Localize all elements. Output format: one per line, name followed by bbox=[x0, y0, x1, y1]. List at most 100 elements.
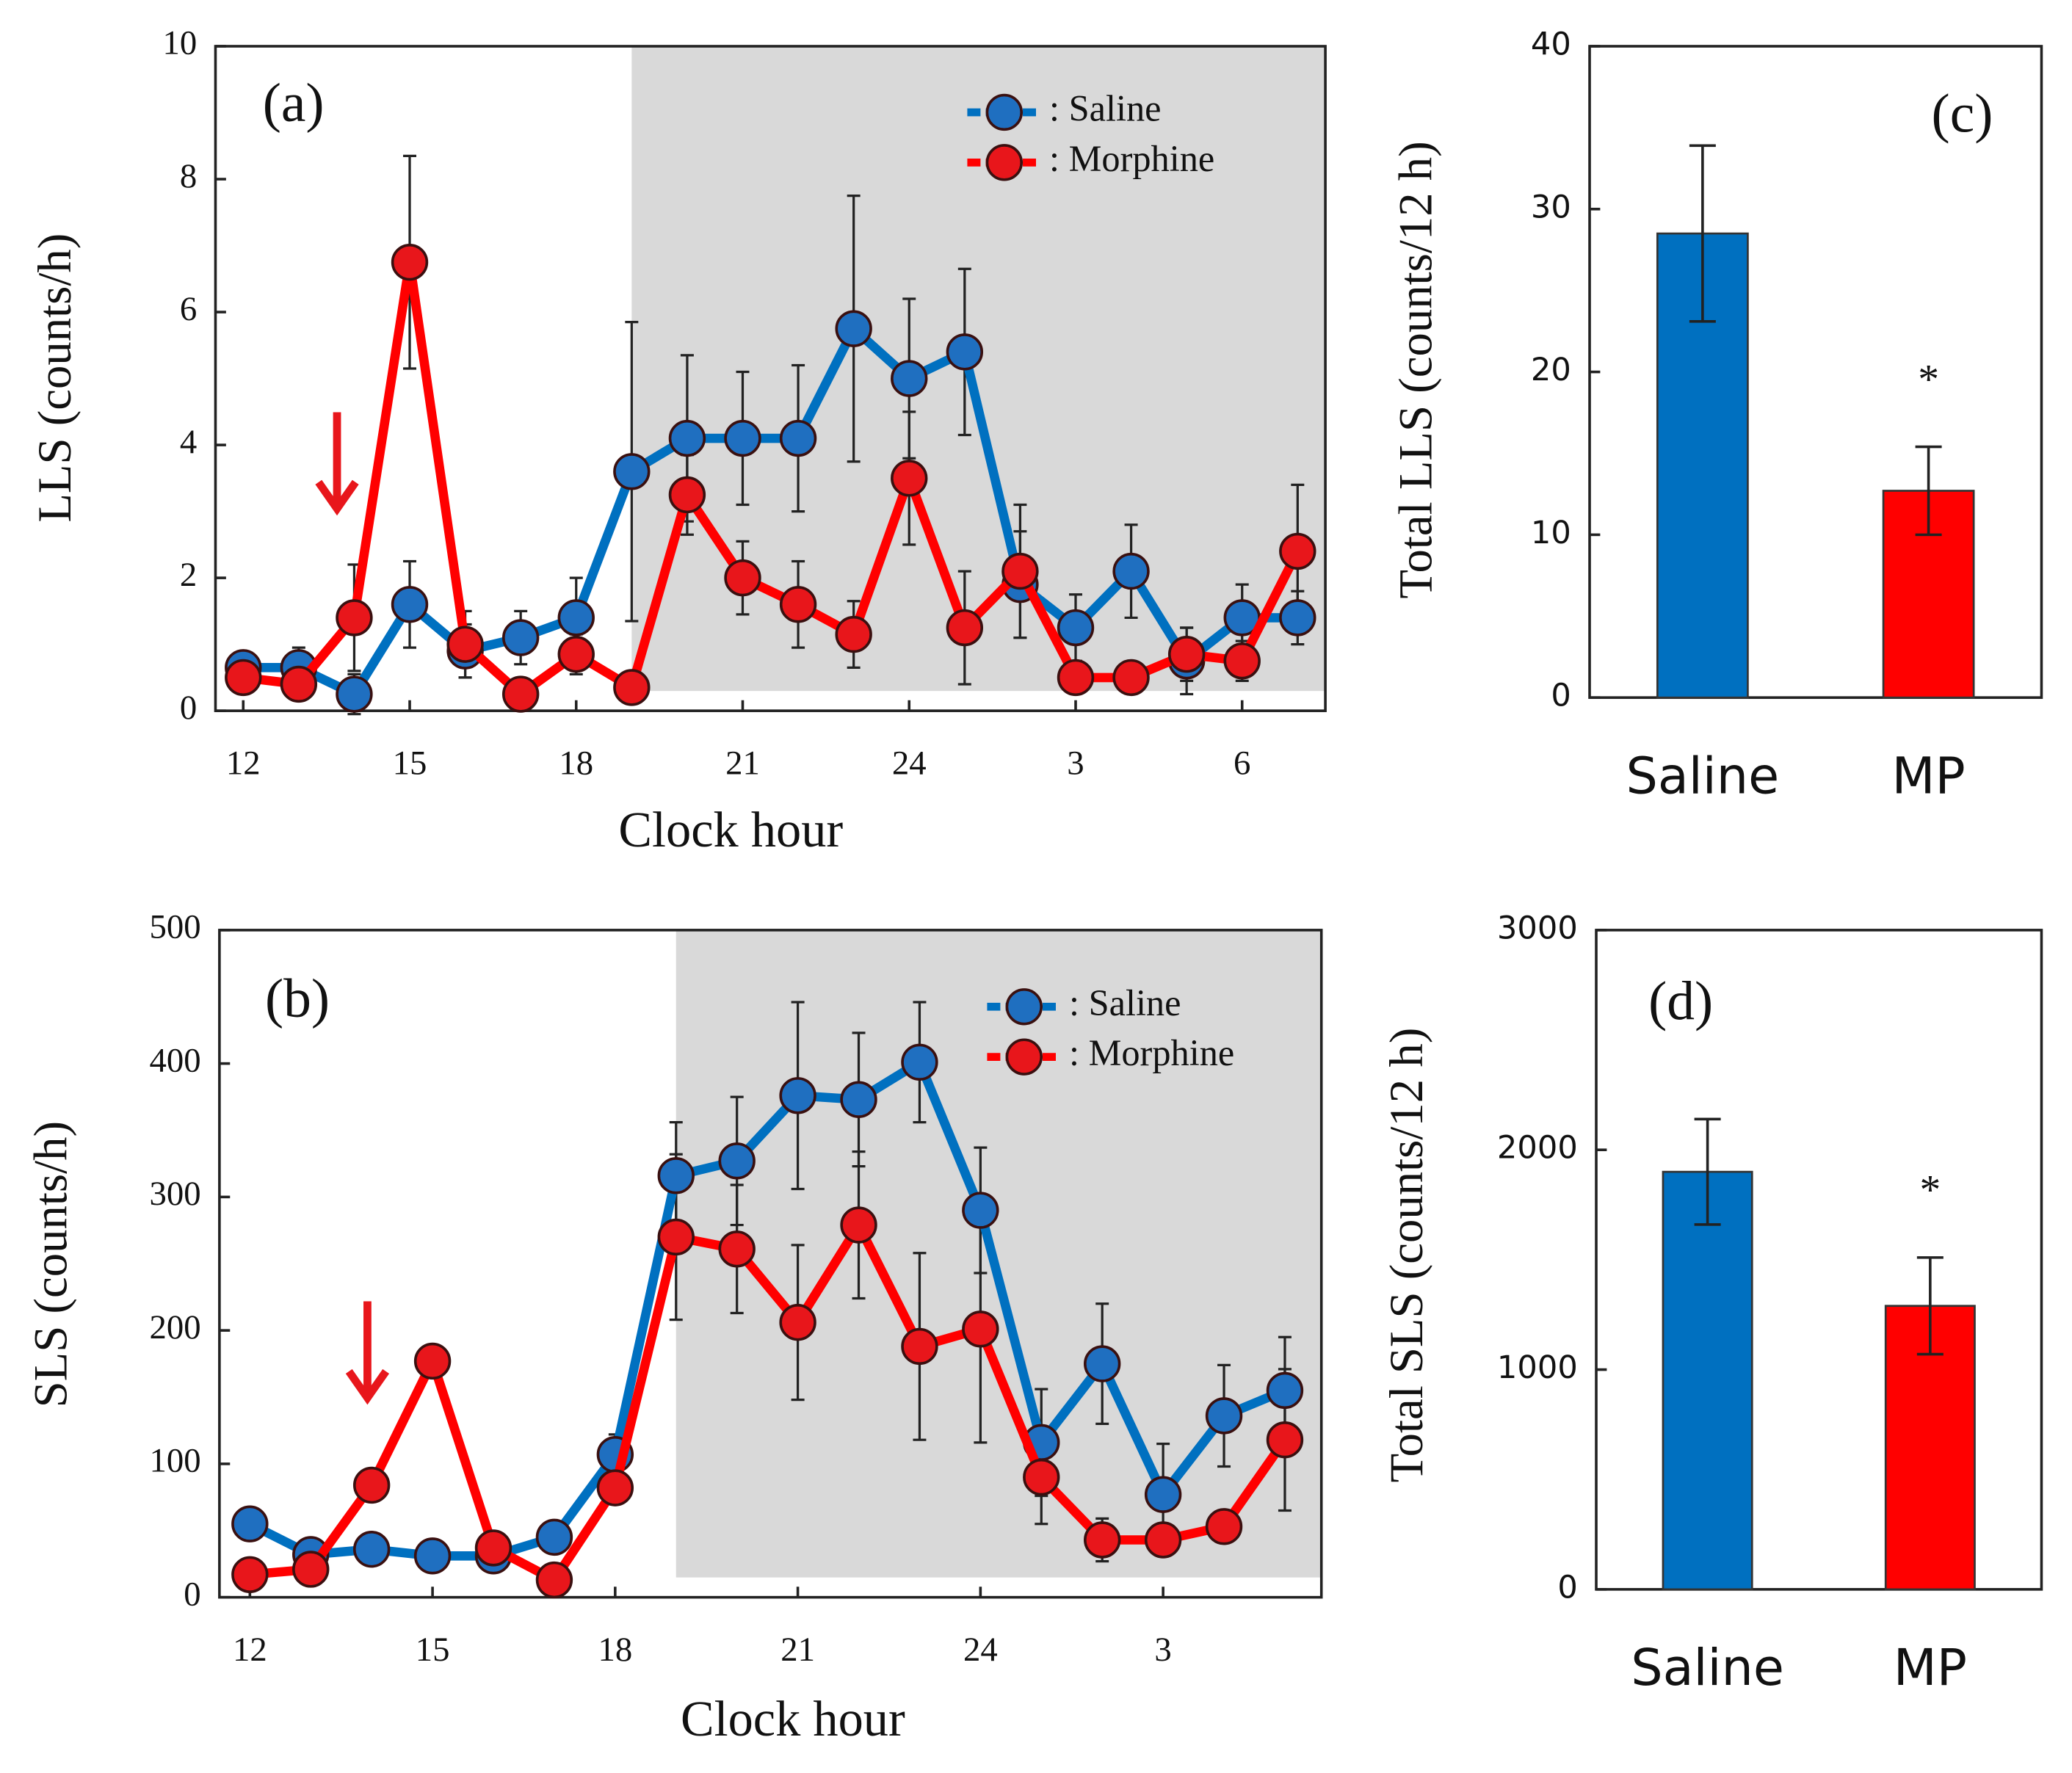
marker bbox=[840, 1206, 877, 1244]
legend-marker bbox=[985, 93, 1024, 131]
x-tick-label: MP bbox=[1891, 747, 1965, 805]
y-tick-label: 6 bbox=[180, 290, 197, 328]
marker bbox=[1001, 552, 1039, 590]
marker bbox=[1023, 1458, 1060, 1496]
y-tick-label: 0 bbox=[1551, 678, 1571, 714]
marker bbox=[501, 619, 540, 656]
y-tick-label: 0 bbox=[180, 689, 197, 727]
significance-mark: * bbox=[1919, 1167, 1941, 1214]
marker bbox=[962, 1192, 999, 1229]
marker bbox=[657, 1218, 695, 1256]
marker bbox=[336, 599, 373, 637]
marker bbox=[962, 1310, 999, 1348]
y-tick-label: 1000 bbox=[1497, 1349, 1578, 1386]
panel-label: (a) bbox=[263, 73, 325, 134]
marker bbox=[779, 419, 817, 457]
legend-label: : Morphine bbox=[1049, 138, 1214, 179]
y-tick-label: 300 bbox=[150, 1175, 201, 1213]
y-tick-label: 0 bbox=[1557, 1569, 1577, 1606]
marker bbox=[391, 243, 429, 281]
plot-frame bbox=[1595, 929, 2043, 1591]
legend-label: : Morphine bbox=[1069, 1032, 1234, 1073]
x-tick-label: 18 bbox=[598, 1631, 632, 1669]
marker bbox=[336, 675, 373, 713]
x-tick-label: 15 bbox=[393, 744, 427, 782]
x-tick-label: Saline bbox=[1626, 747, 1780, 805]
marker bbox=[535, 1561, 573, 1599]
x-tick-label: 3 bbox=[1154, 1631, 1171, 1669]
marker bbox=[835, 310, 872, 347]
marker bbox=[446, 626, 484, 663]
marker bbox=[501, 675, 540, 713]
y-tick-label: 10 bbox=[1531, 515, 1571, 551]
x-tick-label: 15 bbox=[416, 1631, 450, 1669]
marker bbox=[1266, 1421, 1304, 1459]
marker bbox=[1205, 1397, 1243, 1435]
marker bbox=[718, 1230, 756, 1268]
y-tick-label: 2000 bbox=[1497, 1130, 1578, 1167]
y-tick-label: 200 bbox=[150, 1308, 201, 1346]
y-tick-label: 2 bbox=[180, 556, 197, 594]
marker bbox=[891, 360, 928, 397]
x-tick-label: 24 bbox=[963, 1631, 998, 1669]
marker bbox=[724, 559, 761, 597]
y-axis-label: SLS (counts/h) bbox=[25, 1121, 78, 1407]
y-tick-label: 40 bbox=[1531, 26, 1571, 62]
marker bbox=[840, 1081, 877, 1118]
plot-frame bbox=[218, 929, 1323, 1599]
y-tick-label: 4 bbox=[180, 423, 197, 461]
marker bbox=[718, 1142, 756, 1180]
x-tick-label: 12 bbox=[226, 744, 261, 782]
marker bbox=[835, 615, 872, 653]
marker bbox=[557, 599, 595, 637]
marker bbox=[225, 659, 262, 697]
marker bbox=[352, 1531, 391, 1568]
x-tick-label: 3 bbox=[1067, 744, 1084, 782]
legend-label: : Saline bbox=[1049, 88, 1162, 129]
marker bbox=[1167, 636, 1206, 673]
marker bbox=[1279, 599, 1316, 637]
x-tick-label: 6 bbox=[1234, 744, 1250, 782]
y-axis-label: Total LLS (counts/12 h) bbox=[1390, 141, 1443, 598]
y-tick-label: 0 bbox=[184, 1575, 200, 1613]
marker bbox=[1205, 1508, 1243, 1545]
y-axis-label: Total SLS (counts/12 h) bbox=[1380, 1028, 1433, 1483]
x-tick-label: 24 bbox=[892, 744, 927, 782]
panel-label: (c) bbox=[1932, 83, 1993, 144]
marker bbox=[413, 1342, 452, 1380]
marker bbox=[391, 586, 429, 623]
marker bbox=[474, 1529, 512, 1567]
y-tick-label: 3000 bbox=[1497, 910, 1578, 946]
marker bbox=[231, 1556, 269, 1593]
marker bbox=[901, 1043, 938, 1081]
marker bbox=[1266, 1371, 1304, 1410]
marker bbox=[946, 333, 984, 371]
y-axis-label: LLS (counts/h) bbox=[29, 233, 81, 523]
arrow bbox=[315, 412, 390, 1405]
panel-label: (d) bbox=[1648, 971, 1713, 1032]
marker bbox=[779, 586, 817, 623]
y-tick-label: 20 bbox=[1531, 352, 1571, 388]
x-tick-label: MP bbox=[1894, 1639, 1967, 1697]
marker bbox=[292, 1551, 330, 1588]
dark-period bbox=[675, 929, 1322, 1578]
marker bbox=[231, 1505, 269, 1542]
y-tick-label: 100 bbox=[150, 1442, 201, 1480]
significance-mark: * bbox=[1918, 356, 1939, 402]
marker bbox=[1223, 642, 1261, 680]
marker bbox=[1279, 532, 1316, 570]
marker bbox=[946, 609, 984, 647]
marker bbox=[280, 665, 318, 703]
panel-label: (b) bbox=[265, 968, 330, 1029]
x-axis-label: Clock hour bbox=[618, 802, 843, 858]
marker bbox=[1144, 1476, 1182, 1513]
marker bbox=[1112, 552, 1150, 590]
marker bbox=[1144, 1521, 1182, 1559]
y-tick-label: 10 bbox=[163, 24, 198, 62]
x-tick-label: 18 bbox=[559, 744, 593, 782]
marker bbox=[535, 1518, 573, 1556]
plot-frame bbox=[214, 45, 1327, 712]
x-tick-label: 12 bbox=[233, 1631, 267, 1669]
legend-marker bbox=[1005, 988, 1043, 1026]
